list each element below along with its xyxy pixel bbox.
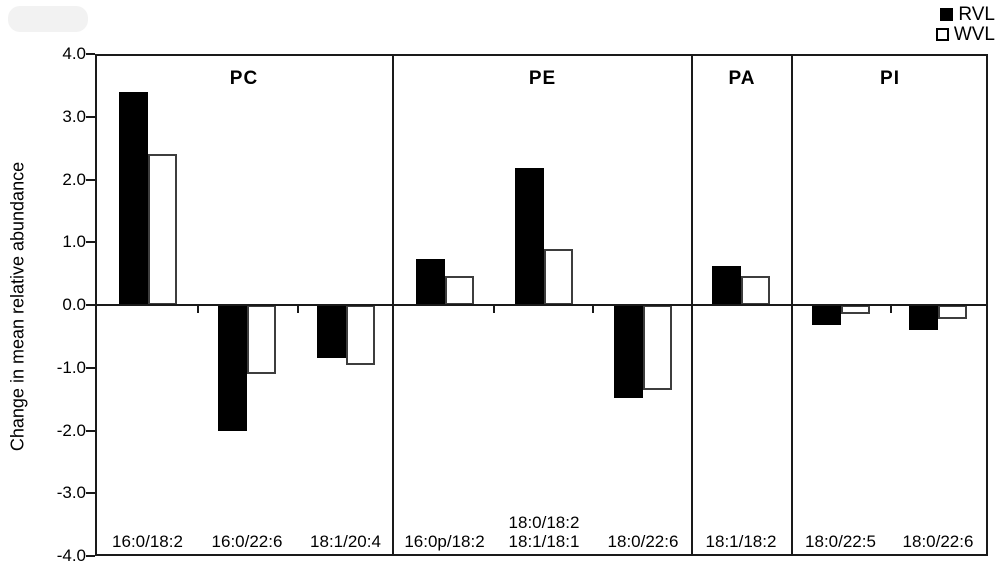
- x-tick: [296, 305, 299, 313]
- legend-item-rvl: RVL: [936, 5, 995, 24]
- legend-item-wvl: WVL: [935, 24, 995, 45]
- y-tick: [86, 492, 95, 495]
- panel-title-pe: PE: [528, 68, 557, 89]
- x-tick: [492, 305, 495, 313]
- category-label: 18:1/20:4: [310, 532, 381, 551]
- panel-title-pa: PA: [728, 68, 756, 89]
- panel-title-pi: PI: [880, 68, 900, 89]
- y-tick-label: 2.0: [62, 169, 86, 189]
- y-tick-label: -3.0: [56, 483, 86, 503]
- bar-wvl-pe-2: [643, 305, 672, 390]
- bar-rvl-pi-0: [811, 305, 841, 326]
- legend-swatch-rvl: [940, 8, 954, 21]
- y-tick: [86, 178, 95, 181]
- y-tick-label: -2.0: [56, 420, 86, 440]
- y-tick: [86, 241, 95, 244]
- bar-rvl-pc-1: [218, 305, 247, 431]
- y-tick: [86, 366, 95, 369]
- y-tick-label: 1.0: [62, 232, 86, 252]
- legend: RVL WVL: [935, 5, 995, 45]
- y-tick-label: 0.0: [62, 295, 86, 314]
- bar-rvl-pe-1: [515, 168, 544, 305]
- bar-rvl-pc-0: [118, 91, 148, 305]
- bar-wvl-pi-0: [840, 305, 870, 315]
- legend-label: WVL: [953, 24, 995, 45]
- x-tick: [592, 305, 594, 313]
- bar-wvl-pc-0: [147, 154, 177, 305]
- y-tick: [86, 555, 95, 557]
- bar-wvl-pa-0: [741, 275, 770, 305]
- category-label: 18:1/18:2: [705, 532, 777, 551]
- bar-rvl-pc-2: [316, 305, 346, 359]
- y-tick: [86, 304, 95, 306]
- category-label: 18:0/22:6: [902, 532, 974, 551]
- bar-rvl-pa-0: [712, 266, 741, 305]
- bar-rvl-pe-2: [614, 305, 643, 398]
- category-label: 16:0/18:2: [112, 532, 183, 551]
- y-tick-label: 4.0: [62, 44, 86, 63]
- bar-wvl-pe-0: [444, 275, 474, 305]
- panel-title-pc: PC: [229, 68, 259, 89]
- y-tick-label: -4.0: [56, 546, 86, 565]
- bar-rvl-pi-1: [909, 305, 938, 331]
- bar-wvl-pe-1: [544, 248, 573, 305]
- bar-wvl-pc-1: [247, 305, 276, 375]
- y-tick-label: -1.0: [56, 357, 86, 377]
- y-tick: [86, 115, 95, 118]
- bar-rvl-pe-0: [415, 259, 445, 305]
- category-label: 18:0/22:6: [607, 532, 679, 551]
- category-label: 18:0/18:2 18:1/18:1: [508, 513, 580, 551]
- y-tick: [86, 429, 95, 432]
- scan-artifact: [8, 6, 88, 32]
- category-label: 16:0/22:6: [211, 532, 283, 551]
- category-label: 16:0p/18:2: [404, 532, 485, 551]
- zero-line: [95, 304, 988, 306]
- y-tick: [86, 53, 95, 55]
- legend-label: RVL: [958, 4, 995, 25]
- x-tick: [197, 305, 199, 313]
- x-tick: [890, 305, 892, 313]
- y-tick-label: 3.0: [62, 106, 86, 126]
- legend-swatch-wvl: [935, 28, 949, 41]
- y-axis-title: Change in mean relative abundance: [7, 161, 28, 452]
- category-label: 18:0/22:5: [805, 532, 876, 551]
